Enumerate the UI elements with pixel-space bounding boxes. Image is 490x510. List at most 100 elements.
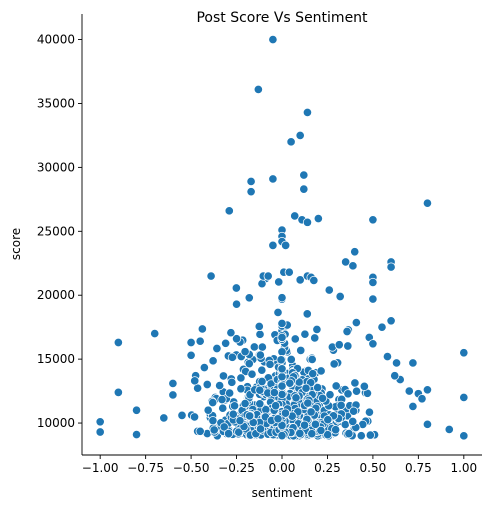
y-tick-label: 35000 — [37, 96, 75, 110]
data-point — [281, 240, 291, 250]
data-point — [246, 187, 256, 197]
data-point — [255, 424, 266, 434]
data-point — [290, 334, 300, 344]
data-point — [386, 262, 396, 272]
data-point — [301, 383, 311, 393]
data-point — [308, 369, 318, 379]
data-point — [310, 333, 320, 343]
data-point — [277, 431, 287, 441]
data-point — [377, 322, 387, 332]
data-point — [212, 343, 222, 354]
data-point — [168, 390, 178, 400]
data-point — [217, 394, 227, 405]
data-point — [422, 385, 433, 395]
data-point — [310, 419, 321, 429]
data-point — [280, 408, 291, 418]
data-point — [307, 354, 317, 364]
y-ticks: 10000 15000 20000 25000 30000 35000 40000 — [37, 33, 82, 430]
data-point — [277, 389, 287, 400]
points-layer — [95, 34, 469, 441]
data-point — [359, 381, 369, 391]
data-point — [324, 285, 334, 295]
data-point — [364, 407, 375, 417]
data-point — [277, 318, 287, 329]
chart-title: Post Score Vs Sentiment — [196, 10, 368, 26]
data-point — [186, 337, 196, 348]
data-point — [382, 351, 393, 362]
data-point — [408, 358, 418, 368]
data-point — [313, 383, 323, 393]
data-point — [368, 215, 378, 225]
data-point — [408, 401, 418, 412]
data-point — [329, 359, 339, 369]
data-point — [444, 424, 454, 435]
data-point — [273, 414, 283, 424]
data-point — [206, 271, 216, 281]
data-point — [215, 381, 225, 391]
data-point — [257, 342, 267, 352]
data-point — [299, 184, 309, 194]
data-point — [195, 336, 205, 346]
data-point — [386, 316, 396, 326]
data-point — [244, 293, 254, 303]
data-point — [249, 342, 259, 352]
data-point — [236, 384, 246, 394]
data-point — [368, 339, 378, 349]
data-point — [227, 352, 237, 362]
data-point — [323, 415, 333, 425]
data-point — [219, 422, 229, 432]
data-point — [269, 387, 279, 398]
data-point — [253, 84, 263, 94]
x-tick-label: −0.50 — [173, 461, 210, 475]
data-point — [285, 378, 295, 388]
data-point — [257, 376, 267, 387]
data-point — [295, 130, 305, 141]
data-point — [295, 428, 305, 438]
data-point — [351, 386, 362, 396]
data-point — [255, 350, 265, 360]
data-point — [209, 425, 219, 435]
data-point — [351, 317, 361, 328]
data-point — [273, 307, 283, 318]
y-tick-label: 15000 — [37, 352, 75, 366]
y-tick-label: 25000 — [37, 224, 75, 238]
data-point — [208, 356, 218, 366]
data-point — [299, 170, 309, 180]
data-point — [349, 406, 359, 416]
data-point — [459, 431, 469, 441]
data-point — [268, 174, 278, 184]
data-point — [234, 427, 244, 437]
data-point — [255, 385, 265, 395]
data-point — [189, 412, 200, 422]
data-point — [254, 321, 264, 332]
data-point — [224, 206, 234, 216]
data-point — [274, 277, 284, 287]
data-point — [240, 347, 250, 357]
data-point — [368, 294, 378, 304]
data-point — [312, 324, 322, 334]
data-point — [203, 405, 213, 415]
x-ticks: −1.00 −0.75 −0.50 −0.25 0.00 0.25 0.50 0.75 1.00 — [82, 455, 477, 475]
data-point — [95, 427, 105, 437]
data-point — [159, 413, 169, 423]
data-point — [231, 334, 242, 344]
data-point — [317, 393, 328, 403]
data-point — [231, 299, 242, 309]
data-point — [257, 279, 267, 289]
data-point — [131, 429, 142, 440]
data-point — [268, 240, 278, 250]
data-point — [342, 326, 352, 337]
data-point — [343, 341, 353, 351]
data-point — [113, 387, 123, 397]
data-point — [459, 392, 469, 403]
data-point — [309, 275, 319, 286]
x-tick-label: 0.00 — [269, 461, 296, 475]
data-point — [336, 400, 346, 410]
data-point — [299, 420, 310, 430]
data-point — [247, 369, 257, 379]
data-point — [313, 213, 323, 224]
data-point — [225, 388, 235, 398]
data-point — [348, 261, 358, 271]
data-point — [195, 426, 205, 436]
